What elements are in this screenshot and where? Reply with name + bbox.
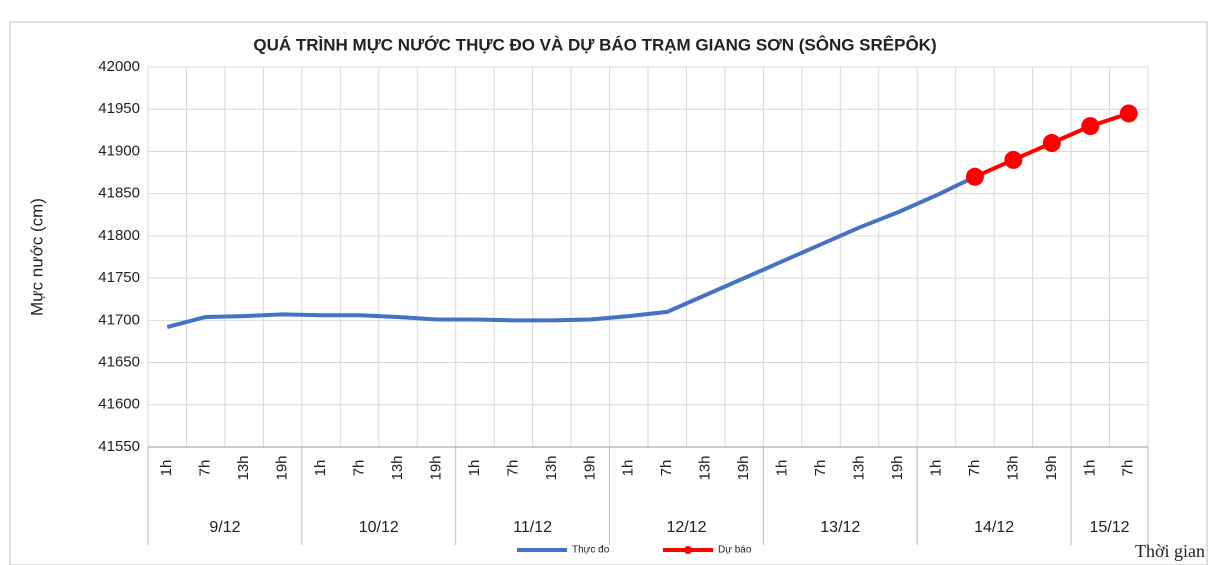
x-tick-label: 13h: [389, 455, 406, 480]
chart-frame: [9, 21, 1208, 565]
x-group-label: 9/12: [209, 519, 240, 536]
x-tick-label: 13h: [697, 455, 714, 480]
x-group-label: 11/12: [513, 519, 552, 536]
y-tick-label: 42000: [98, 58, 140, 75]
y-tick-label: 41850: [98, 185, 140, 202]
x-group-label: 14/12: [974, 519, 1014, 536]
x-tick-label: 19h: [889, 455, 906, 480]
legend-marker: [684, 546, 692, 554]
x-tick-label: 1h: [312, 460, 329, 477]
series-line: [166, 174, 976, 330]
point: [965, 167, 984, 186]
y-tick-label: 41750: [98, 269, 140, 286]
y-tick-label: 41800: [98, 227, 140, 244]
x-tick-label: 7h: [1120, 460, 1137, 477]
x-tick-label: 19h: [274, 455, 291, 480]
y-tick-label: 41650: [98, 354, 140, 371]
x-tick-label: 1h: [158, 460, 175, 477]
x-tick-label: 7h: [658, 460, 675, 477]
x-tick-label: 13h: [851, 455, 868, 480]
y-tick-label: 41700: [98, 311, 140, 328]
y-tick-label: 41550: [98, 438, 140, 455]
x-axis-title: Thời gian: [1135, 541, 1205, 561]
x-tick-label: 13h: [543, 455, 560, 480]
y-axis-title: Mực nước (cm): [27, 198, 46, 316]
point: [1081, 117, 1100, 136]
x-tick-label: 1h: [1081, 460, 1098, 477]
x-tick-label: 1h: [774, 460, 791, 477]
x-group-label: 13/12: [820, 519, 860, 536]
x-tick-label: 19h: [427, 455, 444, 480]
chart-title: QUÁ TRÌNH MỰC NƯỚC THỰC ĐO VÀ DỰ BÁO TRẠ…: [253, 35, 936, 54]
x-tick-label: 1h: [620, 460, 637, 477]
x-group-label: 10/12: [359, 519, 399, 536]
x-tick-label: 13h: [1004, 455, 1021, 480]
x-group-label: 15/12: [1090, 519, 1130, 536]
x-tick-label: 19h: [581, 455, 598, 480]
legend-label: Dự báo: [718, 545, 752, 556]
x-tick-label: 7h: [812, 460, 829, 477]
y-tick-label: 41900: [98, 142, 140, 159]
x-tick-label: 7h: [966, 460, 983, 477]
y-tick-label: 41600: [98, 396, 140, 413]
point: [1004, 150, 1023, 169]
x-tick-label: 19h: [1043, 455, 1060, 480]
x-tick-label: 13h: [235, 455, 252, 480]
legend-label: Thực đo: [572, 545, 610, 556]
x-tick-label: 7h: [504, 460, 521, 477]
point: [1042, 134, 1061, 152]
y-tick-label: 41950: [98, 100, 140, 117]
point: [1119, 104, 1138, 123]
x-tick-label: 7h: [197, 460, 214, 477]
x-group-label: 12/12: [666, 519, 706, 536]
x-tick-label: 1h: [466, 460, 483, 477]
x-tick-label: 7h: [351, 460, 368, 477]
x-tick-label: 1h: [927, 460, 944, 477]
x-tick-label: 19h: [735, 455, 752, 480]
